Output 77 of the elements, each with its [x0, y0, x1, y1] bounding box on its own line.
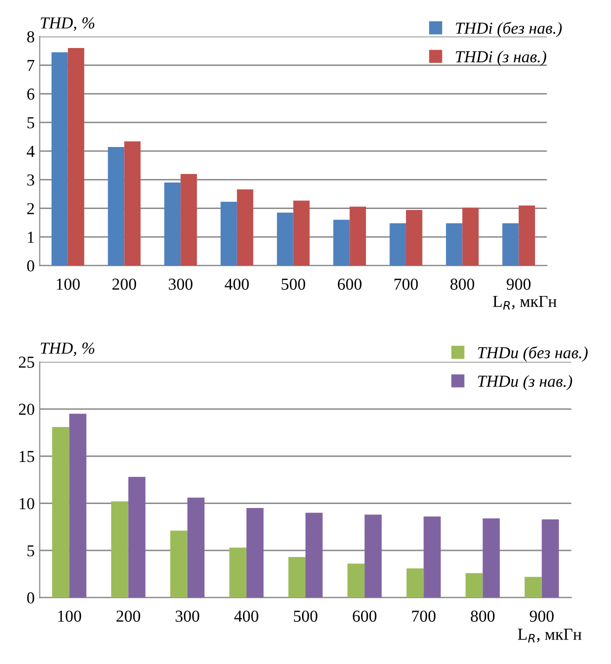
x-tick-label: 600: [338, 278, 362, 290]
bar: [246, 508, 264, 598]
y-tick-label: 3: [27, 174, 34, 186]
bar: [229, 548, 246, 598]
bar: [170, 530, 188, 598]
bar: [128, 476, 146, 598]
bar: [293, 200, 310, 266]
x-tick-label: 900: [506, 278, 531, 290]
bar: [124, 141, 141, 266]
y-tick-label: 2: [27, 203, 34, 214]
bar: [364, 514, 382, 598]
x-tick-label: 800: [450, 278, 474, 290]
y-tick-label: 5: [27, 545, 34, 556]
x-tick-label: 700: [412, 610, 436, 622]
x-tick-label: 300: [176, 610, 200, 622]
bar: [164, 182, 181, 266]
bar: [350, 206, 366, 266]
bar: [306, 512, 323, 598]
x-axis-title: L$_{R}$, мкГн: [492, 296, 557, 310]
y-tick-label: 10: [20, 498, 34, 510]
bar: [276, 212, 294, 266]
y-tick-label: 15: [20, 450, 34, 462]
x-tick-label: 700: [394, 278, 418, 290]
x-tick-label: 800: [470, 610, 495, 622]
y-axis-title: THD, %: [40, 342, 94, 356]
legend-label: THDi (з нав.): [456, 50, 546, 66]
x-tick-label: 400: [224, 278, 249, 290]
x-tick-label: 100: [58, 610, 82, 622]
y-tick-label: 7: [28, 60, 34, 71]
y-axis-title: THD, %: [40, 17, 94, 31]
legend-label: THDu (з нав.): [478, 375, 572, 390]
bar: [111, 501, 128, 598]
x-tick-label: 600: [352, 610, 376, 622]
y-tick-label: 4: [26, 146, 35, 157]
bar: [236, 189, 254, 266]
bar: [68, 48, 84, 266]
y-tick-label: 5: [27, 117, 34, 128]
x-tick-label: 300: [168, 278, 192, 290]
bar: [502, 223, 519, 266]
bar: [288, 557, 306, 598]
bar: [424, 516, 441, 598]
x-tick-label: 200: [116, 610, 140, 622]
x-axis-title: L$_{R}$, мкГн: [518, 628, 582, 642]
bar: [466, 573, 483, 598]
bar: [462, 208, 479, 266]
x-tick-label: 100: [56, 278, 80, 290]
x-tick-label: 500: [282, 278, 306, 290]
bar: [446, 223, 462, 266]
bar: [406, 210, 422, 266]
bar: [390, 223, 406, 266]
bar: [542, 519, 559, 598]
x-tick-label: 500: [294, 610, 318, 622]
y-tick-label: 6: [27, 88, 34, 100]
x-tick-label: 900: [530, 610, 554, 622]
bar: [333, 220, 350, 266]
x-tick-label: 400: [234, 610, 258, 622]
bar: [482, 518, 500, 598]
x-tick-label: 200: [112, 278, 136, 290]
y-tick-label: 8: [27, 31, 34, 42]
bar: [52, 426, 70, 598]
y-tick-label: 0: [27, 592, 34, 604]
bar: [52, 52, 68, 266]
bar: [518, 205, 536, 266]
bar: [524, 576, 542, 598]
bar: [406, 568, 424, 598]
bar: [108, 147, 124, 266]
bar: [69, 414, 86, 598]
bar: [180, 174, 197, 266]
y-tick-label: 1: [28, 232, 34, 243]
bar: [347, 564, 365, 598]
legend-label: THDu (без нав.): [478, 346, 588, 362]
y-tick-label: 0: [27, 260, 34, 272]
bar: [187, 498, 204, 598]
legend-label: THDi (без нав.): [456, 22, 562, 38]
y-tick-label: 20: [18, 404, 34, 415]
bar: [220, 202, 237, 266]
y-tick-label: 25: [18, 356, 34, 368]
